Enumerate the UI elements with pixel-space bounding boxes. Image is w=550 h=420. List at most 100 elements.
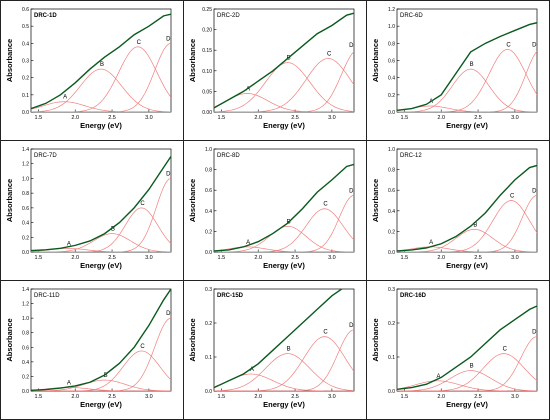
- peak-curve-D: [214, 195, 354, 252]
- chart-panel: DRC-7D 1.5 2.0 2.5 3.0 0.0 0.2 0.4 0.6 0.8 1.0 1.2…: [1, 141, 183, 280]
- chart-svg: 1.5 2.0 2.5 3.0 0.0 0.1 0.2 0.3 0.4 0.5 0.6 Energy …: [5, 7, 172, 130]
- peak-label-C: C: [506, 42, 511, 48]
- x-tick-label: 2.5: [474, 115, 482, 121]
- y-axis-label: Absorbance: [5, 318, 14, 361]
- y-tick-label: 0.8: [22, 331, 29, 337]
- x-tick-label: 3.0: [328, 115, 336, 121]
- chart-panel: DRC-1D 1.5 2.0 2.5 3.0 0.0 0.1 0.2 0.3 0.4 0.5 0.6…: [1, 1, 183, 140]
- y-tick-label: 0.2: [22, 235, 29, 241]
- peak-curve-C: [31, 207, 171, 252]
- x-tick-label: 1.5: [218, 115, 226, 121]
- x-tick-label: 3.0: [145, 394, 153, 400]
- total-series-line: [397, 22, 537, 111]
- x-tick-label: 2.0: [437, 115, 445, 121]
- peak-curve-D: [31, 178, 171, 252]
- peak-label-A: A: [67, 241, 71, 247]
- peak-label-B: B: [100, 62, 104, 68]
- peak-label-B: B: [470, 62, 474, 68]
- y-tick-label: 0.6: [22, 7, 29, 13]
- x-tick-label: 3.0: [328, 394, 336, 400]
- panel-cell: DRC-16D 1.5 2.0 2.5 3.0 0.0 0.1 0.2 0.3 Energy (…: [366, 280, 550, 420]
- y-axis-label: Absorbance: [188, 39, 197, 82]
- peak-curve-A: [397, 380, 537, 391]
- chart-svg: 1.5 2.0 2.5 3.0 0.00 0.05 0.10 0.15 0.20 0.25 Ener…: [188, 7, 355, 130]
- y-axis-label: Absorbance: [371, 179, 380, 222]
- peak-label-D: D: [532, 188, 537, 194]
- x-tick-label: 3.0: [145, 255, 153, 261]
- x-axis-label: Energy (eV): [446, 400, 488, 409]
- x-tick-label: 3.0: [511, 255, 519, 261]
- y-axis-label: Absorbance: [371, 39, 380, 82]
- x-tick-label: 2.5: [108, 255, 116, 261]
- y-tick-label: 0.8: [205, 168, 212, 174]
- y-tick-label: 1.2: [22, 162, 29, 168]
- y-tick-label: 0.20: [202, 28, 212, 34]
- total-series-line: [31, 13, 171, 110]
- peak-label-C: C: [137, 40, 142, 46]
- peak-curve-D: [397, 195, 537, 252]
- peak-curve-D: [31, 317, 171, 391]
- x-tick-label: 1.5: [401, 115, 409, 121]
- chart-panel: DRC-2D 1.5 2.0 2.5 3.0 0.00 0.05 0.10 0.15 0.20 0…: [184, 1, 366, 140]
- chart-svg: 1.5 2.0 2.5 3.0 0.0 0.2 0.4 0.6 0.8 1.0 1.2 Energy …: [371, 7, 538, 130]
- x-axis-label: Energy (eV): [446, 261, 488, 270]
- y-tick-label: 0.3: [388, 287, 395, 293]
- y-tick-label: 0.0: [388, 110, 395, 116]
- x-tick-label: 2.5: [108, 394, 116, 400]
- plot-frame: [396, 148, 538, 253]
- y-tick-label: 0.0: [22, 389, 29, 395]
- panel-title: DRC-16D: [400, 293, 427, 299]
- peak-curve-C: [31, 46, 171, 112]
- peak-curve-C: [397, 48, 537, 112]
- peak-label-C: C: [327, 51, 332, 57]
- y-tick-label: 0.4: [388, 209, 395, 215]
- total-series-line: [214, 163, 354, 252]
- peak-curve-C: [214, 208, 354, 252]
- x-axis-label: Energy (eV): [80, 261, 122, 270]
- total-series-line: [214, 12, 354, 109]
- peak-label-C: C: [510, 194, 515, 200]
- panel-title: DRC-12: [400, 153, 422, 159]
- plot-frame: [30, 288, 172, 392]
- peak-label-B: B: [104, 373, 108, 379]
- y-tick-label: 0.0: [388, 250, 395, 256]
- x-tick-label: 2.0: [71, 394, 79, 400]
- peak-curve-C: [214, 58, 354, 112]
- peak-label-C: C: [140, 344, 145, 350]
- peak-label-D: D: [349, 43, 354, 49]
- panel-cell: DRC-7D 1.5 2.0 2.5 3.0 0.0 0.2 0.4 0.6 0.8 1.0 1.2…: [0, 140, 184, 281]
- y-tick-label: 0.4: [22, 221, 29, 227]
- y-tick-label: 0.5: [22, 24, 29, 30]
- chart-panel: DRC-15D 1.5 2.0 2.5 3.0 0.0 0.1 0.2 0.3 Energy (…: [184, 281, 366, 419]
- panel-title: DRC-6D: [400, 13, 423, 19]
- peak-curve-B: [31, 379, 171, 391]
- y-tick-label: 0.15: [202, 48, 212, 54]
- peak-curve-B: [31, 68, 171, 112]
- chart-panel: DRC-16D 1.5 2.0 2.5 3.0 0.0 0.1 0.2 0.3 Energy (…: [367, 281, 549, 419]
- x-tick-label: 1.5: [35, 115, 43, 121]
- peak-curve-B: [397, 68, 537, 112]
- peak-label-D: D: [349, 188, 354, 194]
- chart-panel: DRC-11D 1.5 2.0 2.5 3.0 0.0 0.2 0.4 0.6 0.8 1.0 1.…: [1, 281, 183, 419]
- y-tick-label: 1.0: [388, 147, 395, 153]
- chart-panel: DRC-8D 1.5 2.0 2.5 3.0 0.0 0.2 0.4 0.6 0.8 1.0 Ene…: [184, 141, 366, 280]
- chart-svg: 1.5 2.0 2.5 3.0 0.0 0.2 0.4 0.6 0.8 1.0 1.2 1.4 Ener…: [5, 287, 172, 409]
- panel-title: DRC-11D: [34, 293, 60, 299]
- y-axis-label: Absorbance: [5, 39, 14, 82]
- peak-curve-D: [214, 329, 354, 391]
- peak-label-A: A: [429, 240, 433, 246]
- y-tick-label: 1.2: [22, 302, 29, 308]
- panel-cell: DRC-15D 1.5 2.0 2.5 3.0 0.0 0.1 0.2 0.3 Energy (…: [183, 280, 367, 420]
- total-series-line: [397, 305, 537, 390]
- peak-label-D: D: [166, 311, 171, 317]
- y-tick-label: 0.0: [388, 389, 395, 395]
- x-tick-label: 3.0: [328, 255, 336, 261]
- panel-title: DRC-2D: [217, 13, 240, 19]
- y-tick-label: 0.2: [22, 374, 29, 380]
- y-tick-label: 0.8: [388, 41, 395, 47]
- y-tick-label: 1.0: [22, 176, 29, 182]
- y-tick-label: 0.6: [22, 345, 29, 351]
- peak-label-D: D: [532, 330, 537, 336]
- y-tick-label: 0.1: [205, 355, 212, 361]
- y-tick-label: 0.0: [205, 389, 212, 395]
